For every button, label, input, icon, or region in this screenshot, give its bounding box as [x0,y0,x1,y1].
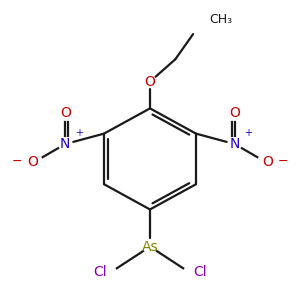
Text: O: O [262,155,273,169]
Text: CH₃: CH₃ [209,13,232,26]
Text: N: N [60,137,70,151]
Text: −: − [278,155,288,168]
Text: Cl: Cl [93,266,107,280]
Text: N: N [230,137,240,151]
Text: Cl: Cl [193,266,207,280]
Text: +: + [75,128,83,138]
Text: As: As [142,240,158,254]
Text: O: O [229,106,240,120]
Text: −: − [12,155,22,168]
Text: +: + [244,128,253,138]
Text: O: O [60,106,71,120]
Text: O: O [145,75,155,88]
Text: O: O [27,155,38,169]
